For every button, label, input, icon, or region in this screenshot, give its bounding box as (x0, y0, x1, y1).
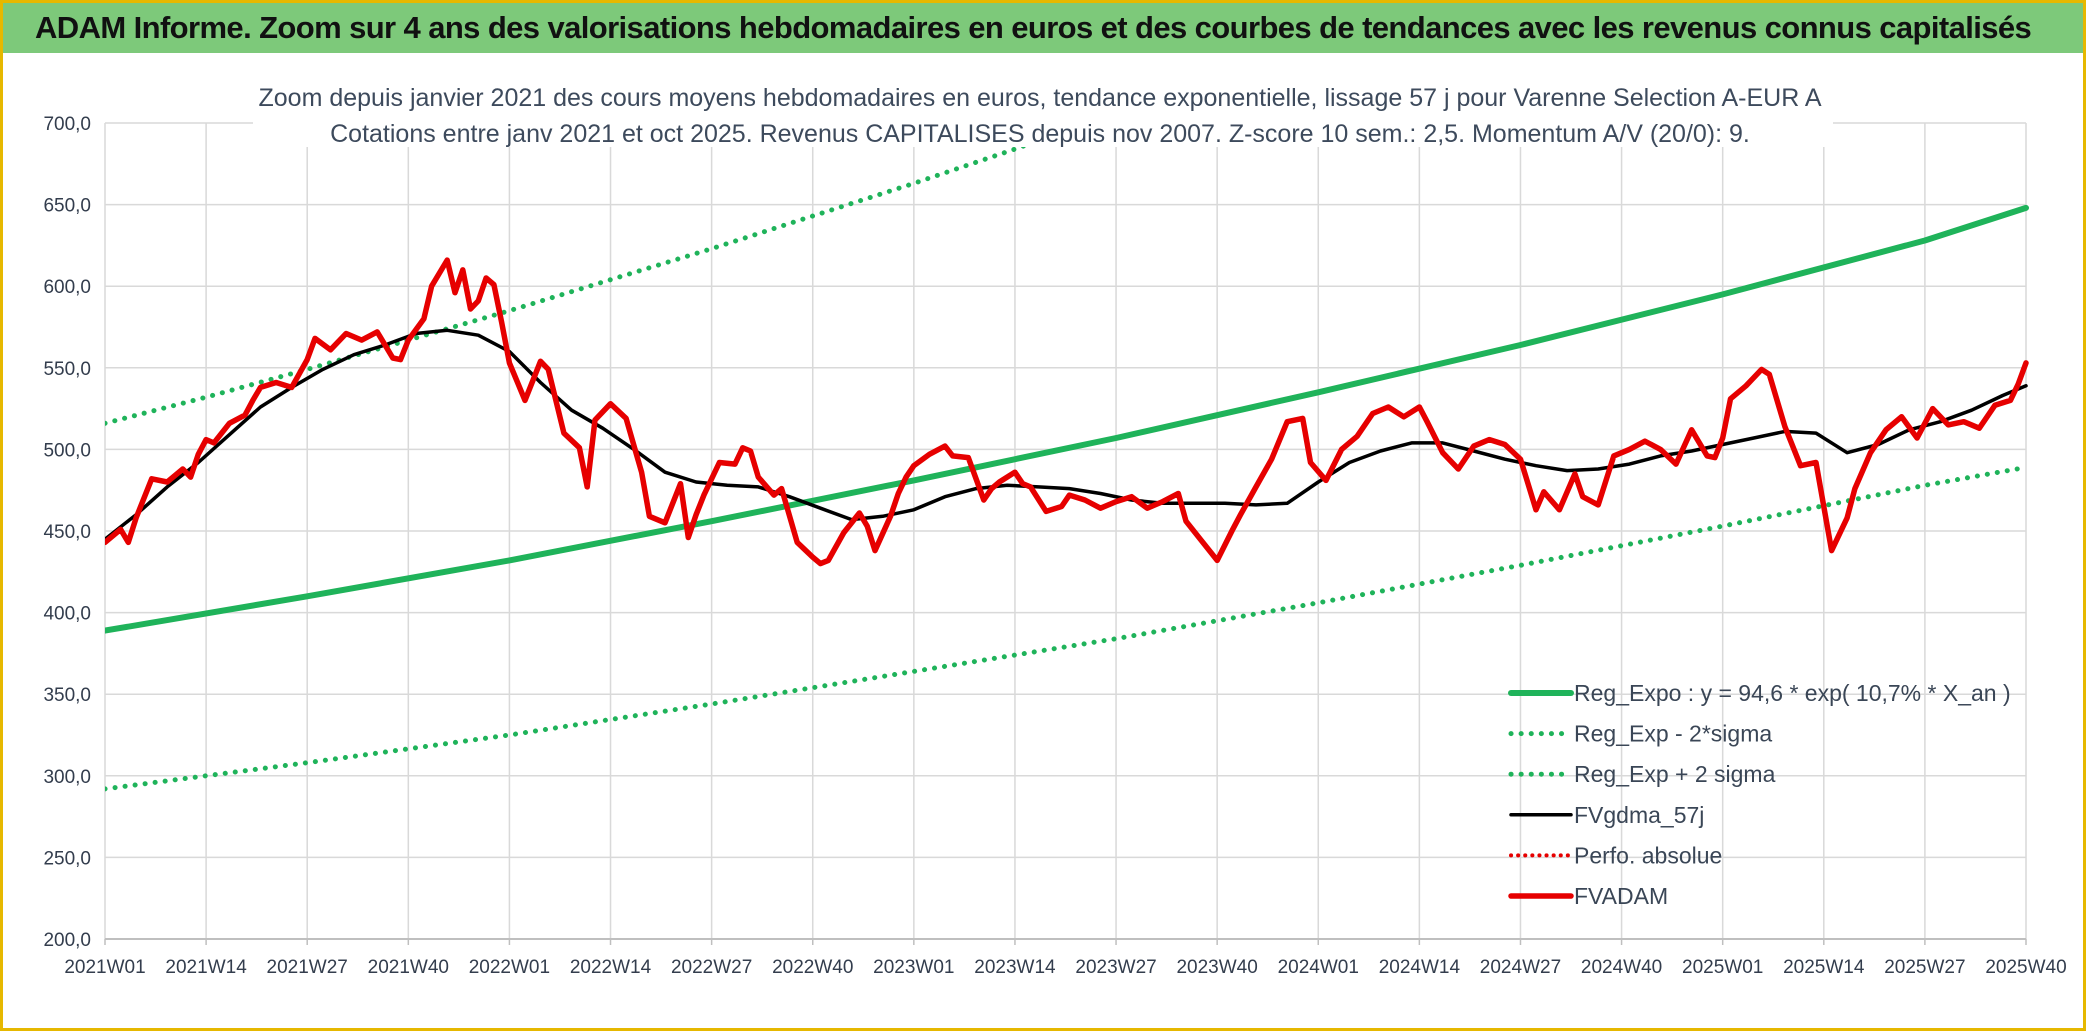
x-tick-label: 2021W14 (165, 957, 247, 978)
y-tick-label: 550,0 (43, 359, 91, 380)
y-tick-label: 600,0 (43, 277, 91, 298)
y-tick-label: 450,0 (43, 522, 91, 543)
x-tick-label: 2022W14 (570, 957, 652, 978)
series-line-upper_band (105, 110, 1119, 426)
legend-label-lower_band: Reg_Exp - 2*sigma (1574, 721, 1772, 747)
series-line-trend (105, 204, 2029, 634)
x-tick-label: 2021W01 (64, 957, 145, 978)
x-tick-label: 2023W01 (873, 957, 954, 978)
series-layer (105, 110, 2029, 792)
y-tick-label: 300,0 (43, 767, 91, 788)
y-tick-label: 200,0 (43, 930, 91, 951)
x-tick-label: 2024W14 (1379, 957, 1461, 978)
series-line-smooth (105, 328, 2028, 541)
y-tick-label: 650,0 (43, 196, 91, 217)
series-line-price (105, 257, 2029, 567)
legend-label-price: FVADAM (1574, 883, 1668, 909)
page-title: ADAM Informe. Zoom sur 4 ans des valoris… (35, 10, 2032, 45)
x-tick-label: 2023W40 (1176, 957, 1257, 978)
legend: Reg_Expo : y = 94,6 * exp( 10,7% * X_an … (1508, 680, 2011, 909)
y-tick-label: 250,0 (43, 848, 91, 869)
grid (104, 122, 2027, 945)
legend-label-upper_band: Reg_Exp + 2 sigma (1574, 761, 1776, 787)
x-tick-label: 2025W40 (1985, 957, 2066, 978)
price-chart: 200,0 250,0 300,0 350,0 400,0 450,0 500,0 550,0… (43, 83, 2067, 978)
y-axis-ticks: 200,0 250,0 300,0 350,0 400,0 450,0 500,0 550,0… (43, 114, 91, 951)
subtitle-background (253, 83, 1833, 147)
legend-label-perfo: Perfo. absolue (1574, 842, 1722, 868)
x-tick-label: 2024W27 (1480, 957, 1561, 978)
legend-label-trend: Reg_Expo : y = 94,6 * exp( 10,7% * X_an … (1574, 680, 2011, 706)
x-tick-label: 2025W27 (1884, 957, 1965, 978)
chart-area: 200,0 250,0 300,0 350,0 400,0 450,0 500,0 550,0… (3, 53, 2083, 1028)
x-tick-label: 2022W01 (469, 957, 550, 978)
x-tick-label: 2022W40 (772, 957, 853, 978)
y-tick-label: 400,0 (43, 604, 91, 625)
x-tick-label: 2023W14 (974, 957, 1056, 978)
x-tick-label: 2025W14 (1783, 957, 1865, 978)
y-tick-label: 500,0 (43, 440, 91, 461)
x-tick-label: 2025W01 (1682, 957, 1763, 978)
title-bar: ADAM Informe. Zoom sur 4 ans des valoris… (3, 3, 2083, 53)
y-tick-label: 700,0 (43, 114, 91, 135)
x-tick-label: 2022W27 (671, 957, 752, 978)
x-tick-label: 2024W40 (1581, 957, 1662, 978)
x-tick-label: 2021W27 (267, 957, 348, 978)
y-tick-label: 350,0 (43, 685, 91, 706)
legend-label-smooth: FVgdma_57j (1574, 802, 1704, 828)
chart-subtitle-line-2: Cotations entre janv 2021 et oct 2025. R… (330, 120, 1750, 148)
chart-subtitle-line-1: Zoom depuis janvier 2021 des cours moyen… (259, 84, 1822, 112)
series-line-lower_band (105, 464, 2029, 792)
x-tick-label: 2021W40 (368, 957, 449, 978)
x-tick-label: 2024W01 (1278, 957, 1359, 978)
x-axis-ticks: 2021W01 2021W14 2021W27 2021W40 2022W01 2022W… (64, 957, 2066, 978)
x-tick-label: 2023W27 (1075, 957, 1156, 978)
